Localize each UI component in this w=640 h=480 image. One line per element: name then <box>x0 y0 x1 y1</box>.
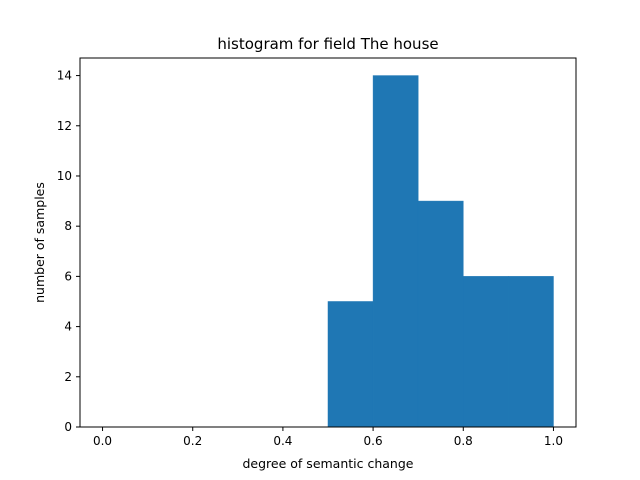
x-tick-label: 0.4 <box>273 434 292 448</box>
y-axis-label: number of samples <box>32 182 47 303</box>
x-axis-label: degree of semantic change <box>243 456 414 471</box>
x-axis-ticks: 0.0 0.2 0.4 0.6 0.8 1.0 <box>93 427 563 448</box>
histogram-bar-8 <box>463 276 509 428</box>
y-axis-ticks: 0 2 4 6 8 10 12 14 <box>57 69 80 434</box>
bars-group <box>327 75 554 428</box>
y-tick-label: 8 <box>64 219 72 233</box>
histogram-bar-6 <box>372 75 419 428</box>
histogram-bar-7 <box>417 200 464 428</box>
y-tick-label: 14 <box>57 69 72 83</box>
x-tick-label: 0.2 <box>183 434 202 448</box>
y-tick-label: 4 <box>64 320 72 334</box>
y-tick-label: 10 <box>57 169 72 183</box>
x-tick-label: 0.0 <box>93 434 112 448</box>
y-tick-label: 0 <box>64 420 72 434</box>
y-tick-label: 12 <box>57 119 72 133</box>
histogram-bar-9 <box>508 276 554 428</box>
chart-title: histogram for field The house <box>217 35 438 53</box>
histogram-bar-5 <box>327 301 374 428</box>
plot-frame <box>79 57 577 428</box>
y-tick-label: 6 <box>64 269 72 283</box>
y-tick-label: 2 <box>64 370 72 384</box>
x-tick-label: 0.8 <box>454 434 473 448</box>
x-tick-label: 1.0 <box>544 434 563 448</box>
x-tick-label: 0.6 <box>364 434 383 448</box>
